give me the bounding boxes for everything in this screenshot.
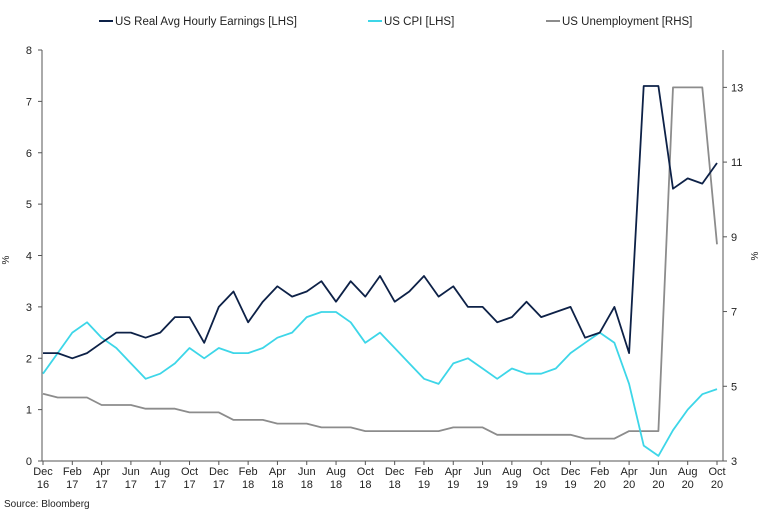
legend-label-earnings: US Real Avg Hourly Earnings [LHS] <box>115 16 297 28</box>
x-tick-label: Oct 20 <box>708 466 725 491</box>
right-tick-label: 11 <box>731 157 742 169</box>
series-lines <box>42 85 718 457</box>
left-axis-ticks: 0 1 2 3 4 5 6 7 8 <box>26 45 42 468</box>
x-tick-label: Oct 19 <box>533 466 550 491</box>
legend-label-cpi: US CPI [LHS] <box>384 16 454 28</box>
left-tick-label: 1 <box>26 405 32 417</box>
left-tick-label: 4 <box>26 251 32 263</box>
series-line-unemployment <box>42 86 718 440</box>
right-tick-label: 13 <box>731 82 743 94</box>
right-axis-ticks: 3 5 7 9 11 13 <box>723 82 743 468</box>
source-note: Source: Bloomberg <box>4 499 90 510</box>
legend: US Real Avg Hourly Earnings [LHS] US CPI… <box>99 16 692 28</box>
x-tick-label: Oct 18 <box>357 466 374 491</box>
x-tick-label: Apr 17 <box>93 466 110 491</box>
legend-label-unemployment: US Unemployment [RHS] <box>562 16 692 28</box>
x-tick-label: Jun 18 <box>298 466 316 491</box>
x-tick-label: Feb 18 <box>239 466 258 491</box>
x-tick-label: Jun 19 <box>474 466 492 491</box>
x-tick-label: Apr 20 <box>621 466 638 491</box>
x-tick-label: Feb 19 <box>414 466 433 491</box>
right-tick-label: 9 <box>731 232 737 244</box>
x-tick-label: Dec 19 <box>561 466 581 491</box>
x-tick-label: Aug 17 <box>150 466 170 491</box>
left-tick-label: 8 <box>26 45 32 57</box>
right-tick-label: 5 <box>731 381 737 393</box>
left-tick-label: 2 <box>26 353 32 365</box>
x-tick-label: Oct 17 <box>181 466 198 491</box>
right-axis-label: % <box>750 251 761 260</box>
x-axis-ticks: Dec 16 Feb 17 Apr 17 Jun 17 Aug 17 Oct 17 Dec 17 Feb 18… <box>33 461 726 491</box>
left-tick-label: 6 <box>26 148 32 160</box>
x-tick-label: Aug 20 <box>678 466 698 491</box>
left-tick-label: 5 <box>26 199 32 211</box>
left-tick-label: 0 <box>26 456 32 468</box>
x-tick-label: Dec 16 <box>33 466 53 491</box>
x-tick-label: Feb 20 <box>590 466 609 491</box>
x-tick-label: Feb 17 <box>63 466 82 491</box>
left-tick-label: 7 <box>26 96 32 108</box>
x-tick-label: Jun 20 <box>650 466 668 491</box>
x-tick-label: Apr 18 <box>269 466 286 491</box>
x-tick-label: Dec 18 <box>385 466 405 491</box>
x-tick-label: Dec 17 <box>209 466 229 491</box>
series-line-cpi <box>42 311 718 457</box>
left-tick-label: 3 <box>26 302 32 314</box>
series-line-earnings <box>43 85 718 360</box>
right-tick-label: 3 <box>731 456 737 468</box>
left-axis-label: % <box>1 255 12 264</box>
x-tick-label: Jun 17 <box>122 466 140 491</box>
x-tick-label: Aug 18 <box>326 466 346 491</box>
x-tick-label: Apr 19 <box>445 466 462 491</box>
right-tick-label: 7 <box>731 307 737 319</box>
x-tick-label: Aug 19 <box>502 466 522 491</box>
